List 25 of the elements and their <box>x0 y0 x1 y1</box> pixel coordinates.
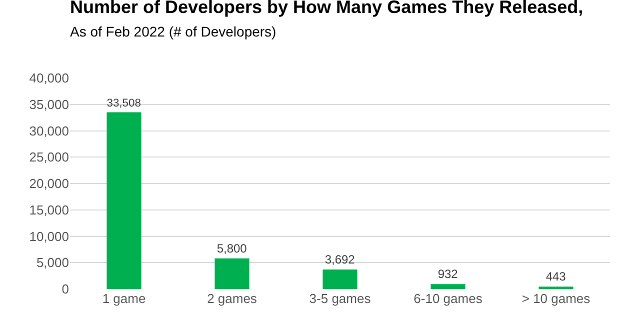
y-tick-label: 25,000 <box>29 150 69 165</box>
chart-title: Number of Developers by How Many Games They Released, <box>70 0 584 17</box>
x-tick-label: 2 games <box>207 291 258 306</box>
data-label: 932 <box>438 267 458 282</box>
bar <box>214 258 250 289</box>
data-label: 5,800 <box>216 241 248 256</box>
y-tick-label: 0 <box>62 282 69 297</box>
y-tick-label: 30,000 <box>29 123 69 138</box>
data-label: 33,508 <box>106 97 141 110</box>
y-tick-label: 5,000 <box>36 255 69 270</box>
bar <box>106 112 142 289</box>
data-label: 443 <box>546 270 566 284</box>
y-tick-label: 40,000 <box>29 70 69 86</box>
x-tick-label: 1 game <box>102 291 146 306</box>
bar <box>322 270 358 289</box>
y-tick-label: 15,000 <box>29 202 69 218</box>
chart-subtitle: As of Feb 2022 (# of Developers) <box>70 23 276 40</box>
x-tick-label: 3-5 games <box>309 291 372 306</box>
bar <box>430 284 466 289</box>
y-tick-label: 10,000 <box>29 228 69 244</box>
y-tick-label: 20,000 <box>29 176 69 192</box>
x-tick-label: > 10 games <box>522 291 591 306</box>
data-label: 3,692 <box>324 252 356 267</box>
y-tick-label: 35,000 <box>29 96 69 112</box>
x-tick-label: 6-10 games <box>414 291 483 306</box>
